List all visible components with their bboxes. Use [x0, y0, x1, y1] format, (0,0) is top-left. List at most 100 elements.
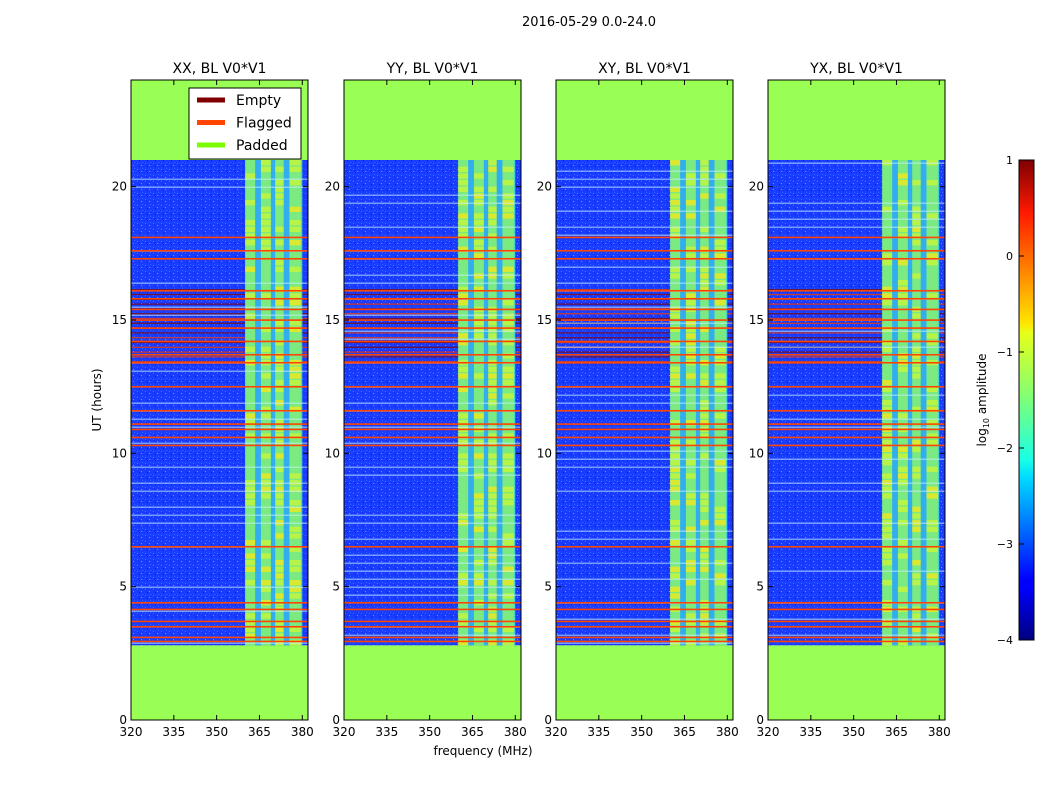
bright-cell	[473, 320, 484, 326]
streak-row	[556, 266, 733, 268]
bright-cell	[670, 233, 681, 239]
bright-cell	[458, 246, 469, 252]
streak-row	[344, 570, 521, 572]
bright-cell	[473, 273, 484, 279]
bright-cell	[912, 506, 921, 512]
bright-cell	[488, 626, 497, 632]
bright-cell	[670, 473, 681, 479]
empty-row	[768, 351, 945, 353]
bright-cell	[473, 326, 484, 332]
empty-row	[131, 313, 308, 315]
bright-cell	[897, 226, 908, 232]
bright-cell	[275, 340, 284, 346]
bright-cell	[260, 580, 271, 586]
bright-cell	[488, 613, 497, 619]
bright-cell	[473, 226, 484, 232]
bright-cell	[289, 433, 301, 439]
bright-cell	[897, 293, 908, 299]
bright-cell	[926, 573, 938, 579]
legend-label-empty: Empty	[236, 93, 281, 109]
bright-cell	[912, 226, 921, 232]
streak-row	[131, 306, 308, 308]
bright-cell	[882, 640, 893, 646]
empty-row	[556, 293, 733, 296]
flagged-row	[556, 361, 733, 364]
bright-cell	[260, 406, 271, 412]
bright-cell	[882, 440, 893, 446]
bright-cell	[488, 386, 497, 392]
x-tick-label: 365	[673, 725, 696, 739]
x-tick-label: 350	[630, 725, 653, 739]
bright-cell	[714, 620, 726, 626]
bright-cell	[275, 366, 284, 372]
bright-cell	[488, 273, 497, 279]
bright-cell	[670, 520, 681, 526]
bright-cell	[700, 493, 709, 499]
flagged-row	[556, 327, 733, 329]
flagged-row	[131, 423, 308, 425]
bright-cell	[502, 540, 514, 546]
bright-cell	[245, 580, 256, 586]
bright-cell	[473, 626, 484, 632]
flagged-row	[344, 319, 521, 321]
bright-cell	[700, 453, 709, 459]
empty-row	[344, 346, 521, 348]
bright-cell	[275, 580, 284, 586]
flagged-row	[556, 625, 733, 628]
streak-row	[344, 474, 521, 476]
empty-row	[768, 313, 945, 315]
streak-row	[768, 226, 945, 228]
empty-row	[344, 293, 521, 296]
flagged-row	[768, 353, 945, 356]
flagged-row	[344, 340, 521, 343]
bright-cell	[488, 380, 497, 386]
bright-cell	[926, 493, 938, 499]
streak-row	[344, 314, 521, 316]
bright-cell	[275, 353, 284, 359]
bright-cell	[458, 173, 469, 179]
bright-cell	[245, 613, 256, 619]
streak-row	[131, 642, 308, 644]
bright-cell	[882, 386, 893, 392]
bright-cell	[912, 513, 921, 519]
bright-cell	[882, 526, 893, 532]
flagged-row	[556, 353, 733, 356]
bright-cell	[926, 386, 938, 392]
bright-cell	[488, 486, 497, 492]
bright-cell	[502, 353, 514, 359]
flagged-row	[556, 423, 733, 425]
bright-cell	[700, 193, 709, 199]
panel-frame	[767, 79, 946, 721]
bright-cell	[882, 340, 893, 346]
bright-cell	[488, 506, 497, 512]
bright-cell	[912, 180, 921, 186]
streak-row	[131, 490, 308, 492]
flagged-row	[768, 361, 945, 364]
bright-cell	[897, 506, 908, 512]
empty-row	[344, 351, 521, 353]
flagged-row	[556, 308, 733, 311]
bright-cell	[458, 166, 469, 172]
bright-cell	[488, 340, 497, 346]
streak-row	[556, 394, 733, 396]
bright-cell	[275, 166, 284, 172]
bright-cell	[245, 486, 256, 492]
bright-cell	[926, 526, 938, 532]
bright-cell	[685, 546, 696, 552]
bright-cell	[502, 380, 514, 386]
flagged-row	[131, 428, 308, 431]
bright-cell	[714, 380, 726, 386]
bright-cell	[245, 413, 256, 419]
bright-cell	[882, 300, 893, 306]
legend: Empty Flagged Padded	[188, 87, 302, 160]
bright-cell	[275, 260, 284, 266]
streak-row	[344, 338, 521, 340]
bright-cell	[289, 506, 301, 512]
bright-cell	[473, 186, 484, 192]
bright-cell	[897, 300, 908, 306]
bright-cell	[714, 573, 726, 579]
bright-cell	[714, 413, 726, 419]
bright-cell	[458, 640, 469, 646]
bright-cell	[245, 626, 256, 632]
streak-row	[556, 178, 733, 180]
